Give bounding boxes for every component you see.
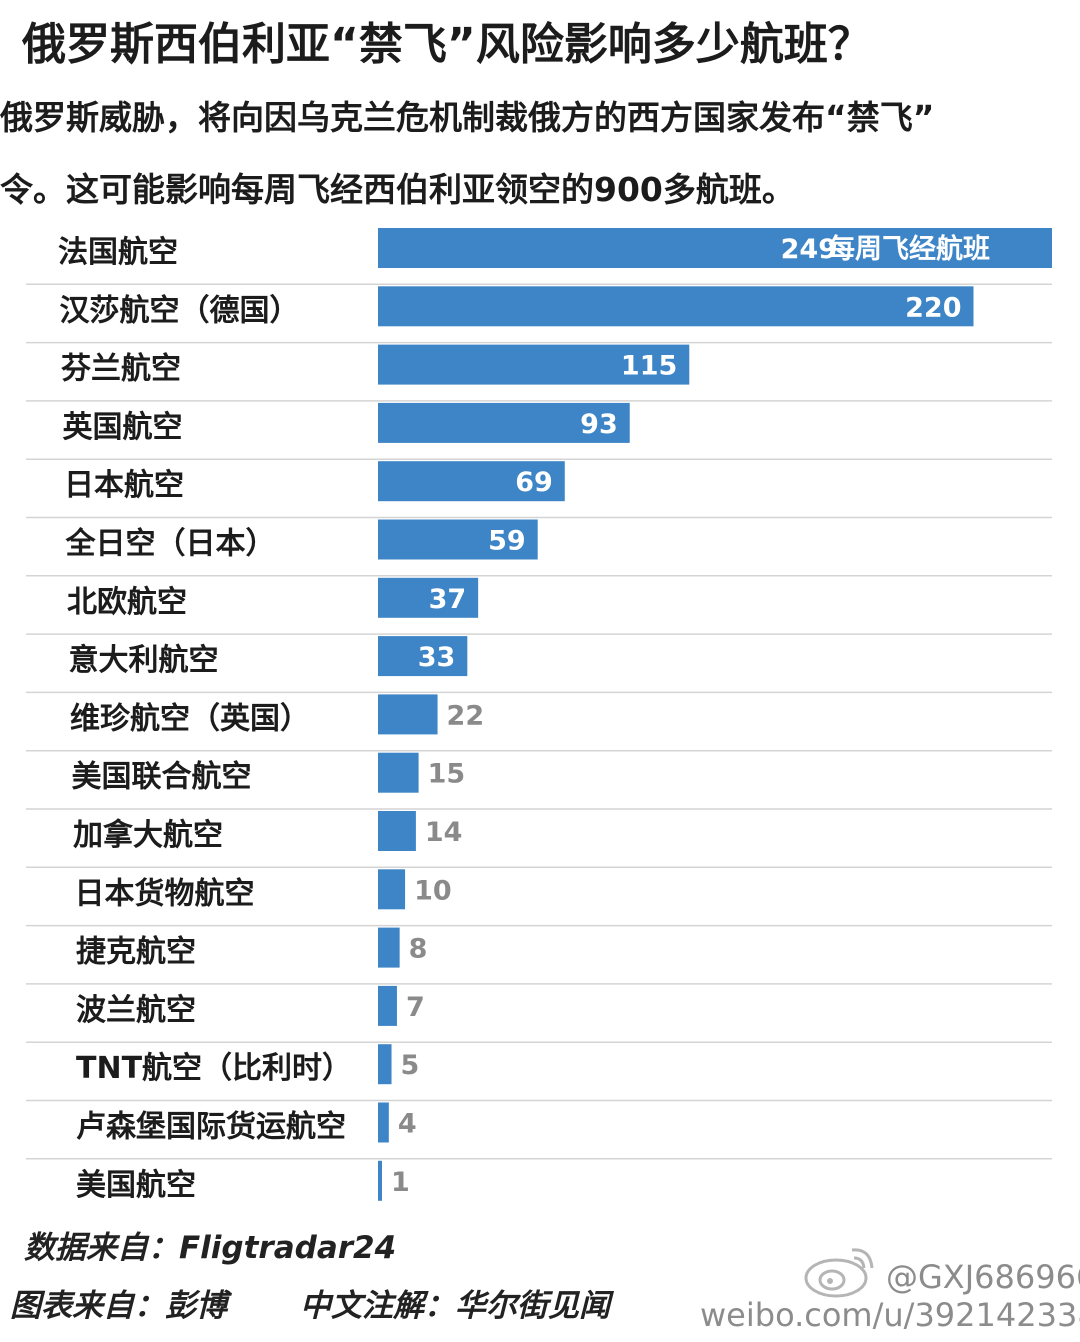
category-label: 英国航空 — [63, 410, 183, 445]
value-label: 249 — [781, 234, 837, 265]
value-label: 220 — [905, 292, 961, 323]
value-label: 15 — [428, 759, 466, 790]
chart-source-note: 图表来自：彭博 — [10, 1288, 227, 1324]
bar — [378, 694, 438, 735]
bar — [378, 461, 565, 502]
category-label: 美国联合航空 — [72, 760, 252, 795]
bar — [378, 927, 400, 968]
bar — [378, 402, 630, 443]
bar — [378, 519, 538, 560]
bar — [378, 1160, 382, 1201]
chart-subtitle: 俄罗斯威胁，将向因乌克兰危机制裁俄方的西方国家发布“禁飞” 令。这可能影响每周飞… — [0, 82, 1080, 226]
bar — [378, 228, 1052, 268]
value-label: 33 — [418, 642, 456, 673]
subtitle-line-2: 令。这可能影响每周飞经西伯利亚领空的900多航班。 — [0, 170, 795, 209]
bar — [378, 286, 974, 327]
value-label: 14 — [425, 817, 463, 848]
bar — [378, 577, 479, 618]
category-label: 北欧航空 — [67, 585, 187, 620]
value-label: 4 — [398, 1109, 417, 1140]
bar — [378, 869, 406, 910]
value-label: 8 — [409, 934, 428, 965]
annotation-note: 中文注解：华尔街见闻 — [300, 1288, 610, 1324]
value-label: 7 — [406, 992, 425, 1023]
watermark-handle: @GXJ686966 — [886, 1258, 1080, 1296]
value-label: 1 — [391, 1167, 410, 1198]
value-label: 59 — [488, 526, 526, 557]
value-label: 69 — [515, 467, 553, 498]
unit-label: 每周飞经航班 — [828, 233, 990, 265]
value-label: 5 — [401, 1050, 420, 1081]
chart-title: 俄罗斯西伯利亚“禁飞”风险影响多少航班？ — [22, 19, 872, 70]
category-label: TNT航空（比利时） — [76, 1051, 352, 1086]
bar — [378, 1102, 389, 1143]
bar — [378, 752, 419, 793]
category-label: 维珍航空（英国） — [70, 701, 310, 736]
value-label: 115 — [621, 351, 677, 382]
data-source-note: 数据来自：Fligtradar24 — [24, 1230, 397, 1266]
value-label: 37 — [429, 584, 467, 615]
bar — [378, 985, 397, 1026]
category-label: 汉莎航空（德国） — [60, 293, 300, 328]
category-label: 日本航空 — [64, 468, 184, 503]
category-label: 卢森堡国际货运航空 — [76, 1110, 346, 1145]
category-label: 加拿大航空 — [73, 818, 223, 853]
weibo-logo-icon — [804, 1248, 874, 1298]
value-label: 10 — [414, 875, 452, 906]
category-label: 日本货物航空 — [75, 876, 255, 911]
subtitle-line-1: 俄罗斯威胁，将向因乌克兰危机制裁俄方的西方国家发布“禁飞” — [0, 98, 935, 137]
bar — [378, 636, 468, 677]
category-label: 波兰航空 — [76, 993, 196, 1028]
bar — [378, 811, 416, 851]
watermark-url: weibo.com/u/3921423382 — [700, 1296, 1080, 1334]
category-label: 意大利航空 — [69, 643, 219, 678]
value-label: 93 — [580, 409, 618, 440]
category-label: 芬兰航空 — [61, 352, 181, 387]
value-label: 22 — [447, 700, 485, 731]
bar — [378, 344, 690, 385]
category-label: 美国航空 — [76, 1168, 196, 1203]
category-label: 全日空（日本） — [65, 527, 276, 562]
category-label: 捷克航空 — [76, 935, 196, 970]
bar — [378, 1044, 392, 1085]
category-label: 法国航空 — [58, 235, 178, 270]
